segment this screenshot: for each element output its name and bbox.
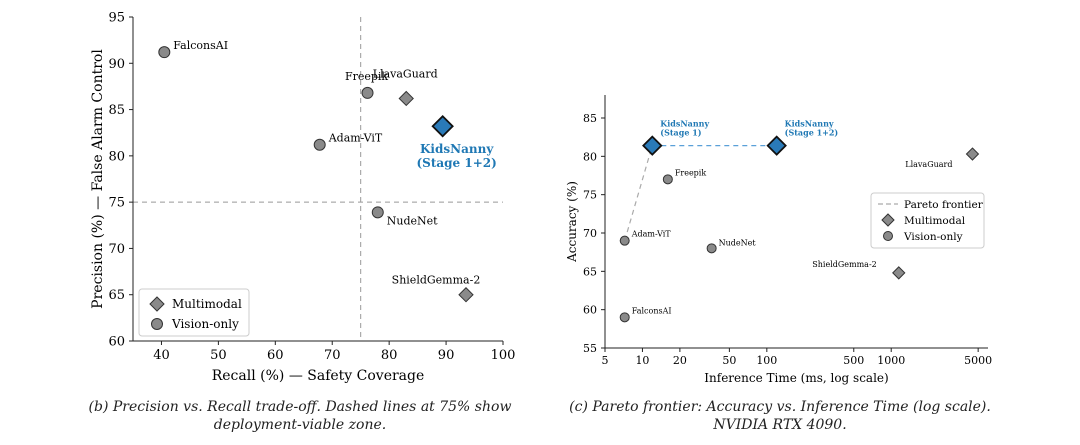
x-tick-label: 10 bbox=[635, 354, 649, 367]
point-freepik-marker bbox=[662, 174, 673, 185]
y-tick-label: 60 bbox=[108, 335, 125, 350]
point-kidsnanny-stage-1-label-line1: KidsNanny bbox=[660, 119, 709, 129]
y-tick-label: 75 bbox=[108, 196, 125, 211]
y-tick-label: 65 bbox=[583, 265, 597, 278]
x-tick-label: 500 bbox=[843, 354, 864, 367]
legend-label-pareto: Pareto frontier bbox=[904, 199, 984, 211]
x-tick-label: 50 bbox=[722, 354, 736, 367]
point-falconsai-marker bbox=[158, 46, 171, 59]
point-adam-vit-marker bbox=[313, 138, 326, 151]
point-adam-vit-label: Adam-ViT bbox=[328, 132, 383, 145]
caption-c: (c) Pareto frontier: Accuracy vs. Infere… bbox=[569, 399, 991, 433]
legend-box bbox=[138, 288, 250, 337]
point-kidsnanny-stage-1-2-label-line1: KidsNanny bbox=[420, 142, 494, 156]
x-tick-label: 5000 bbox=[964, 354, 992, 367]
point-llavaguard-label: LlavaGuard bbox=[373, 67, 438, 80]
point-kidsnanny-stage-1-2-marker bbox=[431, 114, 454, 138]
x-axis-label: Recall (%) — Safety Coverage bbox=[212, 368, 425, 384]
x-tick-label: 100 bbox=[756, 354, 777, 367]
point-freepik-label: Freepik bbox=[675, 168, 707, 177]
y-tick-label: 80 bbox=[583, 150, 597, 163]
y-tick-label: 75 bbox=[583, 189, 597, 202]
x-tick-label: 5 bbox=[602, 354, 609, 367]
x-tick-label: 90 bbox=[438, 348, 455, 363]
y-axis-label: Precision (%) — False Alarm Control bbox=[90, 49, 106, 309]
legend: Multimodal Vision-only bbox=[138, 288, 250, 337]
x-tick-label: 20 bbox=[673, 354, 687, 367]
x-axis-label: Inference Time (ms, log scale) bbox=[704, 371, 888, 385]
point-nudenet-label: NudeNet bbox=[387, 214, 438, 227]
y-tick-label: 85 bbox=[583, 112, 597, 125]
legend-box bbox=[870, 192, 985, 249]
point-falconsai-label: FalconsAI bbox=[173, 39, 228, 52]
legend-label-vision-only: Vision-only bbox=[903, 231, 963, 243]
legend: Pareto frontier Multimodal Vision-only bbox=[870, 192, 985, 249]
x-tick-label: 80 bbox=[381, 348, 398, 363]
point-adam-vit-marker bbox=[619, 235, 630, 246]
y-tick-label: 90 bbox=[108, 57, 125, 72]
point-kidsnanny-stage-1-label-line2: (Stage 1) bbox=[660, 128, 701, 138]
x-tick-label: 50 bbox=[210, 348, 227, 363]
x-tick-label: 40 bbox=[153, 348, 170, 363]
point-llavaguard-marker bbox=[398, 90, 414, 107]
point-shieldgemma-2-marker bbox=[892, 266, 906, 280]
point-kidsnanny-stage-1-2-label-line2: (Stage 1+2) bbox=[417, 156, 497, 170]
point-kidsnanny-stage-1-2-marker bbox=[766, 135, 787, 156]
x-tick-label: 1000 bbox=[877, 354, 905, 367]
x-tick-label: 70 bbox=[324, 348, 341, 363]
point-nudenet-marker bbox=[371, 206, 384, 219]
chart-pareto-frontier: 5 10 20 50 100 500 1000 5000 55 60 65 70 75 80 85 Infer… bbox=[565, 95, 992, 385]
point-shieldgemma-2-label: ShieldGemma-2 bbox=[392, 274, 481, 287]
x-tick-label: 60 bbox=[267, 348, 284, 363]
y-tick-label: 80 bbox=[108, 149, 125, 164]
legend-marker-multimodal bbox=[881, 213, 895, 227]
point-freepik-marker bbox=[361, 86, 374, 99]
point-freepik-label: Freepik bbox=[345, 70, 388, 83]
point-nudenet-label: NudeNet bbox=[719, 238, 757, 247]
point-llavaguard-marker bbox=[965, 147, 980, 161]
point-nudenet-marker bbox=[706, 243, 717, 254]
legend-marker-vision-only bbox=[151, 318, 163, 330]
point-kidsnanny-stage-1-marker bbox=[642, 135, 663, 156]
point-llavaguard-label: LlavaGuard bbox=[905, 160, 952, 169]
pareto-segment bbox=[624, 145, 653, 241]
point-kidsnanny-stage-1-2-label-line2: (Stage 1+2) bbox=[785, 128, 839, 138]
y-axis-label: Accuracy (%) bbox=[565, 181, 579, 263]
legend-label-multimodal: Multimodal bbox=[172, 297, 242, 311]
y-tick-label: 70 bbox=[108, 242, 125, 257]
chart-precision-recall: 40 50 60 70 80 90 100 60 65 70 75 80 85 90 95 Recall (%… bbox=[90, 11, 516, 385]
y-tick-label: 70 bbox=[583, 227, 597, 240]
y-tick-label: 65 bbox=[108, 288, 125, 303]
legend-marker-vision-only bbox=[883, 231, 893, 241]
point-shieldgemma-2-label: ShieldGemma-2 bbox=[812, 260, 876, 269]
y-tick-label: 55 bbox=[583, 342, 597, 355]
point-adam-vit-label: Adam-ViT bbox=[631, 230, 672, 239]
y-tick-label: 85 bbox=[108, 103, 125, 118]
x-tick-label: 100 bbox=[491, 348, 516, 363]
point-shieldgemma-2-marker bbox=[458, 287, 474, 303]
point-falconsai-label: FalconsAI bbox=[632, 306, 672, 315]
legend-label-vision-only: Vision-only bbox=[171, 317, 239, 331]
legend-label-multimodal: Multimodal bbox=[904, 215, 966, 227]
y-tick-label: 95 bbox=[108, 11, 125, 26]
y-tick-label: 60 bbox=[583, 304, 597, 317]
point-kidsnanny-stage-1-2-label-line1: KidsNanny bbox=[785, 119, 834, 129]
point-falconsai-marker bbox=[619, 312, 630, 323]
caption-b: (b) Precision vs. Recall trade-off. Dash… bbox=[88, 399, 512, 433]
legend-marker-multimodal bbox=[149, 296, 165, 312]
